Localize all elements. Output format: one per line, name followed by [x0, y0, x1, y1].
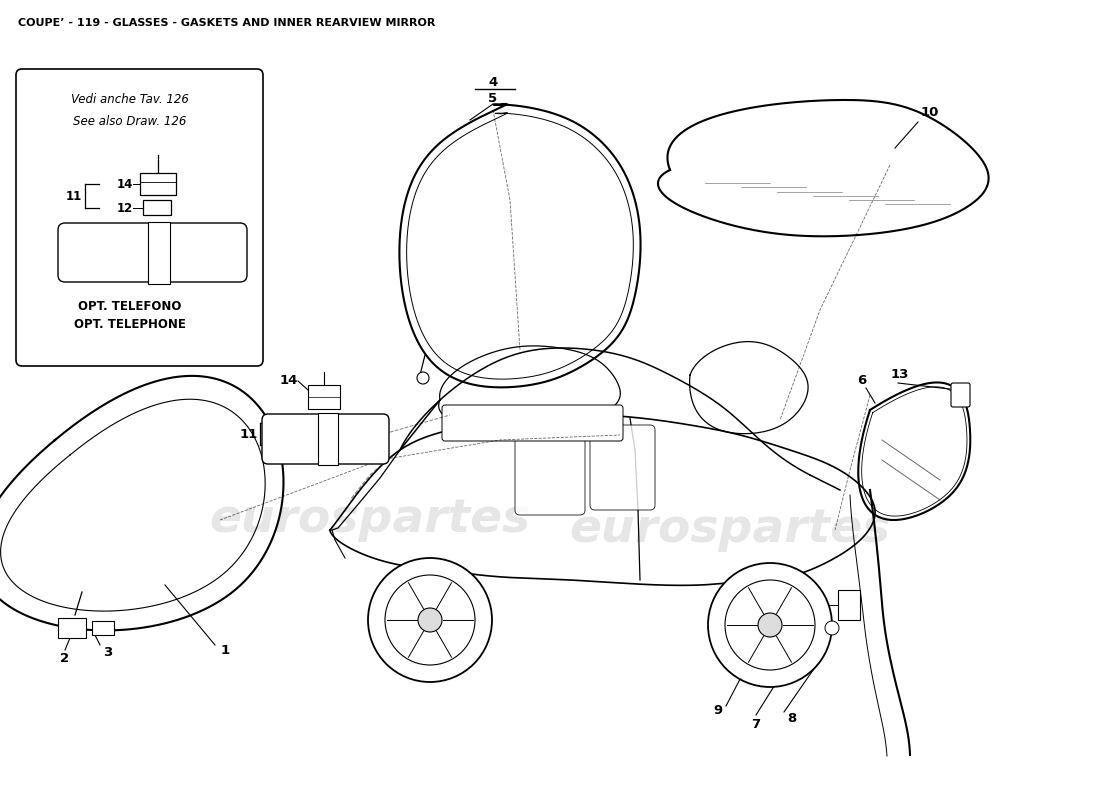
Text: See also Draw. 126: See also Draw. 126: [74, 115, 187, 128]
FancyBboxPatch shape: [16, 69, 263, 366]
FancyBboxPatch shape: [590, 425, 654, 510]
Text: 12: 12: [117, 202, 133, 214]
FancyBboxPatch shape: [442, 405, 623, 441]
Circle shape: [758, 613, 782, 637]
Bar: [92, 621, 114, 635]
Bar: [148, 222, 170, 284]
Text: 13: 13: [891, 369, 910, 382]
Text: eurospartes: eurospartes: [570, 507, 891, 553]
Bar: [318, 413, 338, 465]
Bar: [58, 618, 86, 638]
Text: 14: 14: [117, 178, 133, 190]
FancyBboxPatch shape: [308, 385, 340, 409]
Circle shape: [825, 621, 839, 635]
Text: OPT. TELEPHONE: OPT. TELEPHONE: [74, 318, 186, 331]
Text: 2: 2: [60, 651, 69, 665]
Text: 3: 3: [103, 646, 112, 658]
Text: 9: 9: [714, 703, 723, 717]
Text: Vedi anche Tav. 126: Vedi anche Tav. 126: [72, 93, 189, 106]
Text: 7: 7: [751, 718, 760, 730]
FancyBboxPatch shape: [58, 223, 248, 282]
Circle shape: [725, 580, 815, 670]
Text: 10: 10: [921, 106, 939, 118]
FancyBboxPatch shape: [952, 383, 970, 407]
Circle shape: [368, 558, 492, 682]
Text: 4: 4: [488, 75, 497, 89]
Circle shape: [418, 608, 442, 632]
Circle shape: [708, 563, 832, 687]
Text: 14: 14: [279, 374, 298, 387]
Text: 5: 5: [488, 91, 497, 105]
Bar: [838, 590, 860, 620]
Circle shape: [417, 372, 429, 384]
FancyBboxPatch shape: [143, 200, 170, 215]
FancyBboxPatch shape: [140, 173, 176, 195]
Circle shape: [385, 575, 475, 665]
Text: eurospartes: eurospartes: [209, 498, 530, 542]
Text: 8: 8: [788, 711, 796, 725]
Text: 1: 1: [220, 643, 230, 657]
Text: OPT. TELEFONO: OPT. TELEFONO: [78, 300, 182, 313]
Text: 6: 6: [857, 374, 867, 386]
Text: COUPE’ - 119 - GLASSES - GASKETS AND INNER REARVIEW MIRROR: COUPE’ - 119 - GLASSES - GASKETS AND INN…: [18, 18, 436, 28]
Text: 11: 11: [66, 190, 82, 202]
FancyBboxPatch shape: [515, 425, 585, 515]
FancyBboxPatch shape: [262, 414, 389, 464]
Text: 11: 11: [240, 429, 258, 442]
